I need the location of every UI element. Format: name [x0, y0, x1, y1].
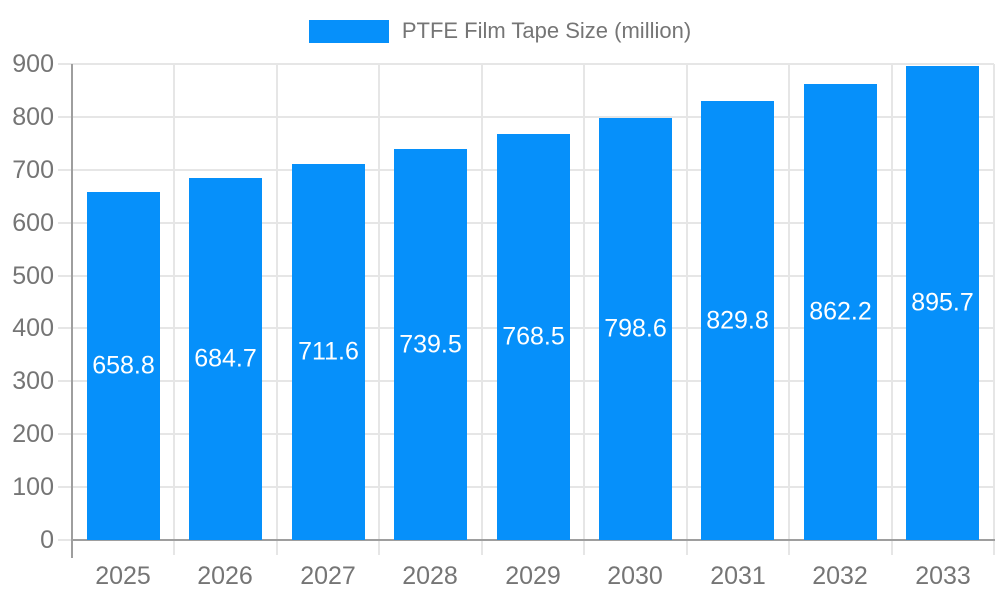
bar-2028[interactable]	[394, 149, 467, 540]
bar-value-label: 658.8	[92, 351, 155, 380]
x-axis-label: 2026	[197, 562, 253, 590]
y-axis-label: 100	[12, 473, 54, 501]
x-gridline	[481, 64, 483, 555]
bar-value-label: 862.2	[809, 297, 872, 326]
y-axis-label: 700	[12, 156, 54, 184]
x-gridline	[378, 64, 380, 555]
legend-swatch-icon	[308, 19, 389, 43]
y-axis-line	[71, 64, 73, 558]
x-gridline	[788, 64, 790, 555]
x-axis-label: 2031	[710, 562, 766, 590]
y-axis-label: 200	[12, 420, 54, 448]
bar-2030[interactable]	[599, 118, 672, 540]
y-axis-label: 0	[40, 526, 54, 554]
y-axis-label: 300	[12, 367, 54, 395]
bar-2027[interactable]	[292, 164, 365, 540]
y-gridline	[58, 63, 994, 65]
x-axis-label: 2027	[300, 562, 356, 590]
legend-label: PTFE Film Tape Size (million)	[401, 18, 692, 43]
bar-2032[interactable]	[804, 84, 877, 540]
x-gridline	[276, 64, 278, 555]
bar-2031[interactable]	[701, 101, 774, 540]
x-axis-line	[71, 539, 995, 541]
x-axis-label: 2032	[812, 562, 868, 590]
legend[interactable]: PTFE Film Tape Size (million)	[0, 18, 1000, 44]
bar-2033[interactable]	[906, 66, 979, 540]
x-axis-label: 2025	[95, 562, 151, 590]
bar-value-label: 798.6	[604, 314, 667, 343]
bar-value-label: 829.8	[706, 306, 769, 334]
bar-value-label: 739.5	[399, 330, 462, 358]
bar-value-label: 895.7	[911, 288, 974, 317]
x-axis-label: 2029	[505, 562, 561, 590]
y-axis-label: 600	[12, 209, 54, 237]
y-gridline	[58, 116, 994, 118]
x-gridline	[993, 64, 995, 555]
x-axis-label: 2033	[915, 562, 971, 590]
bar-2029[interactable]	[497, 134, 570, 540]
bar-value-label: 711.6	[298, 337, 359, 366]
y-axis-label: 800	[12, 103, 54, 131]
y-axis-label: 400	[12, 314, 54, 342]
bar-value-label: 768.5	[502, 322, 565, 351]
y-axis-label: 900	[12, 50, 54, 78]
bar-2025[interactable]	[87, 192, 160, 540]
y-axis-label: 500	[12, 262, 54, 290]
x-gridline	[583, 64, 585, 555]
bar-value-label: 684.7	[194, 344, 257, 373]
bar-2026[interactable]	[189, 178, 262, 540]
x-gridline	[891, 64, 893, 555]
x-axis-label: 2030	[607, 562, 663, 590]
x-gridline	[686, 64, 688, 555]
x-axis-label: 2028	[402, 562, 458, 590]
x-gridline	[173, 64, 175, 555]
